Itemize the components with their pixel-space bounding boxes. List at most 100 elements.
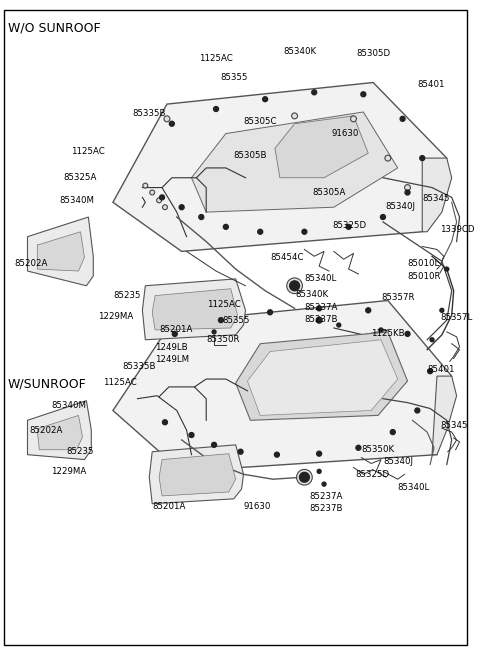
Text: 85305D: 85305D	[356, 48, 390, 58]
Circle shape	[163, 205, 168, 210]
Text: 91630: 91630	[332, 129, 359, 138]
Text: 85010L: 85010L	[408, 259, 440, 268]
Circle shape	[189, 432, 194, 438]
Text: 85340K: 85340K	[283, 47, 316, 56]
Text: 85305C: 85305C	[243, 117, 277, 126]
Text: 85355: 85355	[222, 316, 250, 325]
Text: 1249LB: 1249LB	[155, 343, 188, 352]
Text: W/SUNROOF: W/SUNROOF	[8, 377, 86, 390]
Text: 85340K: 85340K	[296, 290, 329, 299]
Circle shape	[300, 472, 309, 482]
Polygon shape	[113, 301, 452, 472]
Circle shape	[159, 195, 165, 200]
Circle shape	[275, 452, 279, 457]
Text: 85325D: 85325D	[332, 221, 366, 231]
Text: 1125AC: 1125AC	[199, 54, 233, 64]
Circle shape	[400, 117, 405, 121]
Circle shape	[169, 121, 174, 126]
Circle shape	[317, 451, 322, 456]
Circle shape	[405, 331, 410, 336]
Polygon shape	[422, 158, 452, 232]
Text: 85340L: 85340L	[304, 274, 336, 284]
Polygon shape	[27, 217, 93, 286]
Text: 85235: 85235	[113, 291, 141, 300]
Circle shape	[143, 183, 148, 188]
Text: 1339CD: 1339CD	[440, 225, 474, 234]
Circle shape	[390, 430, 395, 434]
Text: 85335B: 85335B	[132, 109, 166, 119]
Text: 1249LM: 1249LM	[155, 355, 189, 364]
Text: 85345: 85345	[422, 194, 450, 203]
Text: W/O SUNROOF: W/O SUNROOF	[8, 22, 100, 35]
Circle shape	[156, 198, 162, 203]
Circle shape	[317, 470, 321, 474]
Circle shape	[214, 107, 218, 111]
Circle shape	[350, 116, 357, 122]
Circle shape	[223, 225, 228, 229]
Text: 85305A: 85305A	[312, 188, 346, 197]
Circle shape	[420, 156, 425, 160]
Circle shape	[172, 331, 177, 336]
Polygon shape	[27, 401, 91, 460]
Text: 1229MA: 1229MA	[98, 312, 133, 321]
Circle shape	[292, 113, 298, 119]
Text: 85235: 85235	[67, 447, 94, 457]
Text: 85237B: 85237B	[304, 314, 338, 324]
Circle shape	[346, 225, 351, 229]
Circle shape	[164, 116, 170, 122]
Text: 85454C: 85454C	[270, 253, 303, 262]
Circle shape	[297, 470, 312, 485]
Text: 85202A: 85202A	[29, 426, 63, 435]
Circle shape	[322, 482, 326, 486]
Circle shape	[381, 215, 385, 219]
Circle shape	[212, 442, 216, 447]
Circle shape	[366, 308, 371, 313]
Polygon shape	[432, 376, 456, 455]
Circle shape	[405, 190, 410, 195]
Circle shape	[238, 449, 243, 454]
Text: 85401: 85401	[417, 80, 445, 89]
Text: 85325A: 85325A	[64, 174, 97, 182]
Circle shape	[163, 420, 168, 424]
Text: 85010R: 85010R	[408, 272, 441, 282]
Text: 85325D: 85325D	[356, 470, 390, 479]
Circle shape	[430, 338, 434, 342]
Circle shape	[199, 215, 204, 219]
Circle shape	[302, 229, 307, 234]
Text: 85237A: 85237A	[309, 493, 343, 501]
Circle shape	[263, 97, 267, 102]
Polygon shape	[37, 415, 83, 450]
Text: 1125AC: 1125AC	[103, 379, 137, 388]
Polygon shape	[149, 445, 243, 504]
Text: 1229MA: 1229MA	[51, 467, 86, 476]
Circle shape	[212, 330, 216, 334]
Polygon shape	[143, 279, 245, 340]
Text: 85340M: 85340M	[59, 196, 94, 205]
Circle shape	[405, 185, 410, 191]
Circle shape	[150, 190, 155, 195]
Circle shape	[356, 445, 361, 450]
Circle shape	[361, 92, 366, 97]
Circle shape	[218, 318, 223, 323]
Text: 85237A: 85237A	[304, 303, 338, 312]
Polygon shape	[236, 332, 408, 421]
Circle shape	[415, 408, 420, 413]
Circle shape	[317, 306, 322, 311]
Text: 85340M: 85340M	[51, 401, 86, 410]
Text: 85345: 85345	[440, 421, 468, 430]
Circle shape	[445, 267, 449, 271]
Polygon shape	[37, 232, 84, 271]
Circle shape	[179, 205, 184, 210]
Text: 85237B: 85237B	[309, 504, 343, 513]
Text: 1125AC: 1125AC	[71, 147, 105, 156]
Circle shape	[379, 328, 383, 332]
Circle shape	[316, 317, 322, 323]
Polygon shape	[159, 454, 236, 496]
Text: 85355: 85355	[220, 73, 248, 82]
Text: 1125AC: 1125AC	[207, 300, 241, 309]
Circle shape	[258, 229, 263, 234]
Circle shape	[287, 278, 302, 293]
Circle shape	[428, 369, 432, 373]
Text: 85350R: 85350R	[206, 335, 240, 345]
Circle shape	[440, 309, 444, 312]
